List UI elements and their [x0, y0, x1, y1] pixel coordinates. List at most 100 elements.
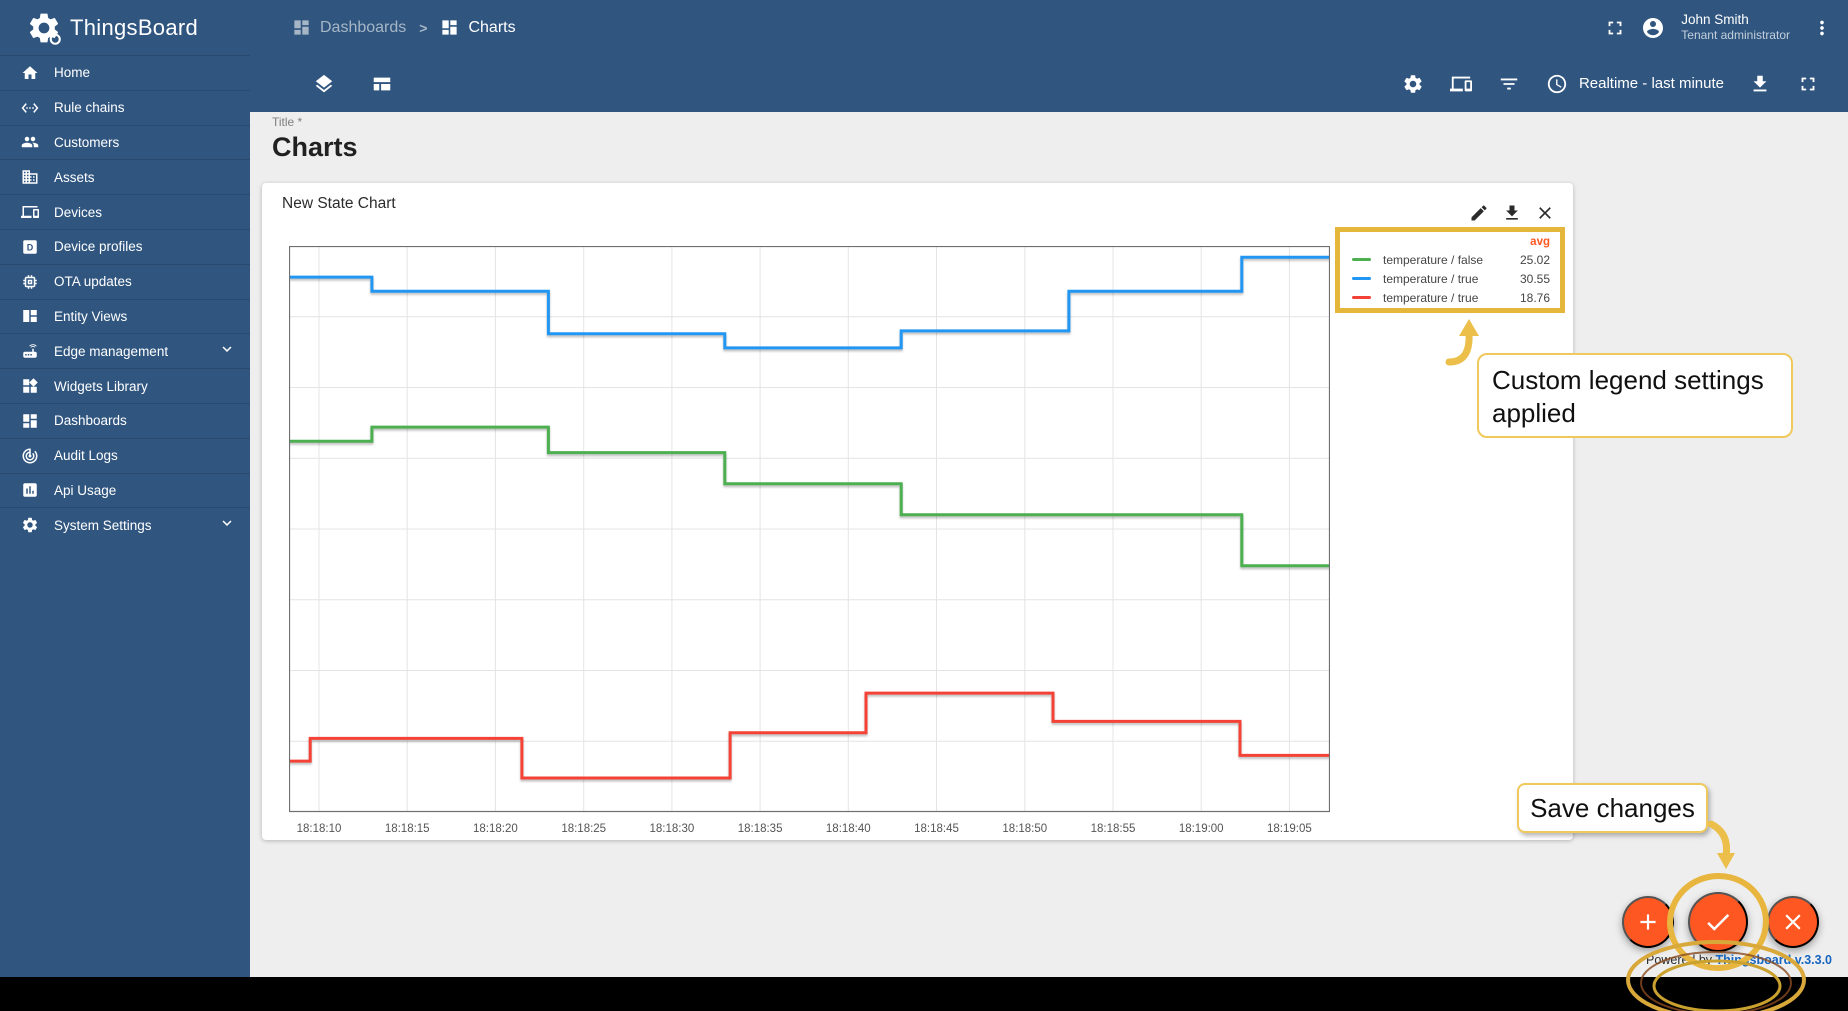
sidebar-item-assets[interactable]: Assets — [0, 159, 250, 194]
export-widget-icon[interactable] — [1502, 203, 1522, 223]
series-color-dash — [1352, 296, 1371, 299]
svg-text:18:18:35: 18:18:35 — [738, 823, 783, 835]
entity-views-icon — [21, 306, 41, 326]
series-label: temperature / false — [1383, 252, 1484, 267]
series-avg-value: 18.76 — [1519, 290, 1550, 305]
sidebar-item-device-profiles[interactable]: D Device profiles — [0, 228, 250, 264]
toolbar-fullscreen-icon[interactable] — [1796, 72, 1820, 96]
sidebar-item-label: Entity Views — [54, 308, 128, 324]
sidebar-item-home[interactable]: Home — [0, 55, 250, 90]
thingsboard-gear-logo-icon — [29, 13, 61, 45]
sidebar-item-label: OTA updates — [54, 274, 132, 290]
sidebar-item-customers[interactable]: Customers — [0, 124, 250, 160]
svg-text:18:18:25: 18:18:25 — [561, 823, 606, 835]
sidebar-item-edge-management[interactable]: Edge management — [0, 333, 250, 368]
brand-logo[interactable]: ThingsBoard — [0, 0, 250, 55]
sidebar-item-ota-updates[interactable]: OTA updates — [0, 263, 250, 299]
series-avg-value: 30.55 — [1519, 271, 1550, 286]
toolbar-left-cluster — [250, 72, 394, 96]
devices-icon — [21, 202, 41, 222]
legend-avg-header: avg — [1530, 236, 1550, 248]
thingsboard-version-link[interactable]: Thingsboard v.3.3.0 — [1715, 953, 1832, 967]
svg-text:18:19:05: 18:19:05 — [1267, 823, 1312, 835]
svg-text:D: D — [27, 242, 34, 252]
sidebar-item-devices[interactable]: Devices — [0, 194, 250, 229]
breadcrumb-item-charts[interactable]: Charts — [440, 18, 516, 37]
breadcrumb-item-dashboards[interactable]: Dashboards — [292, 18, 406, 37]
toolbar-right-cluster: Realtime - last minute — [1401, 72, 1848, 96]
state-chart-plot[interactable]: 18:18:10 18:18:15 18:18:20 18:18:25 18:18:30… — [288, 245, 1331, 840]
sidebar-item-label: Widgets Library — [54, 378, 148, 394]
sidebar-item-label: Audit Logs — [54, 448, 118, 464]
sidebar-item-label: Rule chains — [54, 100, 125, 116]
user-role: Tenant administrator — [1681, 28, 1790, 43]
add-widget-fab[interactable] — [1622, 896, 1674, 948]
svg-text:18:18:10: 18:18:10 — [297, 823, 342, 835]
home-icon — [21, 63, 41, 83]
sidebar-item-audit-logs[interactable]: Audit Logs — [0, 437, 250, 473]
legend-item[interactable]: temperature / true 18.76 — [1352, 288, 1550, 307]
rule-chains-icon — [21, 98, 41, 118]
fullscreen-icon[interactable] — [1603, 16, 1627, 40]
sidebar-item-dashboards[interactable]: Dashboards — [0, 402, 250, 438]
decline-changes-fab[interactable] — [1767, 896, 1819, 948]
more-vert-icon[interactable] — [1810, 16, 1834, 40]
sidebar-item-label: Assets — [54, 169, 95, 185]
customers-icon — [21, 132, 41, 152]
chevron-down-icon — [218, 514, 236, 537]
api-usage-icon — [21, 480, 41, 500]
dashboard-settings-icon[interactable] — [1401, 72, 1425, 96]
filter-icon[interactable] — [1497, 72, 1521, 96]
svg-text:18:18:20: 18:18:20 — [473, 823, 518, 835]
svg-text:18:18:30: 18:18:30 — [650, 823, 695, 835]
sidebar-item-label: Dashboards — [54, 413, 127, 429]
dashboard-content: Title * Charts New State Chart avg tempe… — [250, 112, 1848, 977]
state-chart-widget: New State Chart avg temperature / false 2… — [262, 183, 1573, 840]
sidebar-menu: Home Rule chains Customers Assets Devices D De… — [0, 55, 250, 542]
assets-icon — [21, 167, 41, 187]
entity-aliases-icon[interactable] — [1449, 72, 1473, 96]
chart-canvas[interactable]: 18:18:10 18:18:15 18:18:20 18:18:25 18:18:30… — [288, 245, 1331, 840]
sidebar-item-rule-chains[interactable]: Rule chains — [0, 89, 250, 125]
breadcrumb: Dashboards > Charts — [292, 18, 516, 37]
sidebar: ThingsBoard Home Rule chains Customers Asse… — [0, 0, 250, 977]
sidebar-item-system-settings[interactable]: System Settings — [0, 507, 250, 542]
svg-text:18:19:00: 18:19:00 — [1179, 823, 1224, 835]
avatar[interactable] — [1641, 16, 1665, 40]
powered-prefix: Powered by — [1646, 953, 1716, 967]
series-color-dash — [1352, 258, 1371, 261]
download-dashboard-icon[interactable] — [1748, 72, 1772, 96]
widget-actions — [1469, 203, 1555, 223]
legend-item[interactable]: temperature / true 30.55 — [1352, 269, 1550, 288]
sidebar-item-label: Api Usage — [54, 482, 117, 498]
breadcrumb-label: Charts — [468, 18, 516, 36]
series-label: temperature / true — [1383, 271, 1479, 286]
page-title[interactable]: Charts — [272, 132, 358, 162]
breadcrumb-separator: > — [419, 19, 428, 36]
sidebar-item-entity-views[interactable]: Entity Views — [0, 298, 250, 334]
ota-updates-icon — [21, 272, 41, 292]
user-name: John Smith — [1681, 11, 1749, 27]
sidebar-item-label: Device profiles — [54, 239, 143, 255]
edge-management-icon — [21, 341, 41, 361]
dashboard-layout-icon[interactable] — [370, 72, 394, 96]
timewindow-selector[interactable]: Realtime - last minute — [1545, 72, 1724, 96]
svg-text:18:18:50: 18:18:50 — [1002, 823, 1047, 835]
widgets-library-icon — [21, 376, 41, 396]
apply-changes-fab[interactable] — [1688, 892, 1748, 952]
widget-title: New State Chart — [282, 195, 396, 212]
remove-widget-icon[interactable] — [1535, 203, 1555, 223]
sidebar-item-widgets-library[interactable]: Widgets Library — [0, 368, 250, 403]
edit-widget-icon[interactable] — [1469, 203, 1489, 223]
legend-item[interactable]: temperature / false 25.02 — [1352, 250, 1550, 269]
sidebar-item-api-usage[interactable]: Api Usage — [0, 472, 250, 508]
svg-text:18:18:15: 18:18:15 — [385, 823, 430, 835]
layers-icon[interactable] — [312, 72, 336, 96]
series-avg-value: 25.02 — [1519, 252, 1550, 267]
user-block[interactable]: John Smith Tenant administrator — [1681, 12, 1790, 44]
brand-name: ThingsBoard — [70, 14, 199, 40]
dashboard-toolbar: Realtime - last minute — [250, 55, 1848, 112]
legend-note-annotation: Custom legend settings applied — [1477, 353, 1793, 438]
powered-by-footer: Powered by Thingsboard v.3.3.0 — [1580, 953, 1832, 967]
audit-logs-icon — [21, 446, 41, 466]
